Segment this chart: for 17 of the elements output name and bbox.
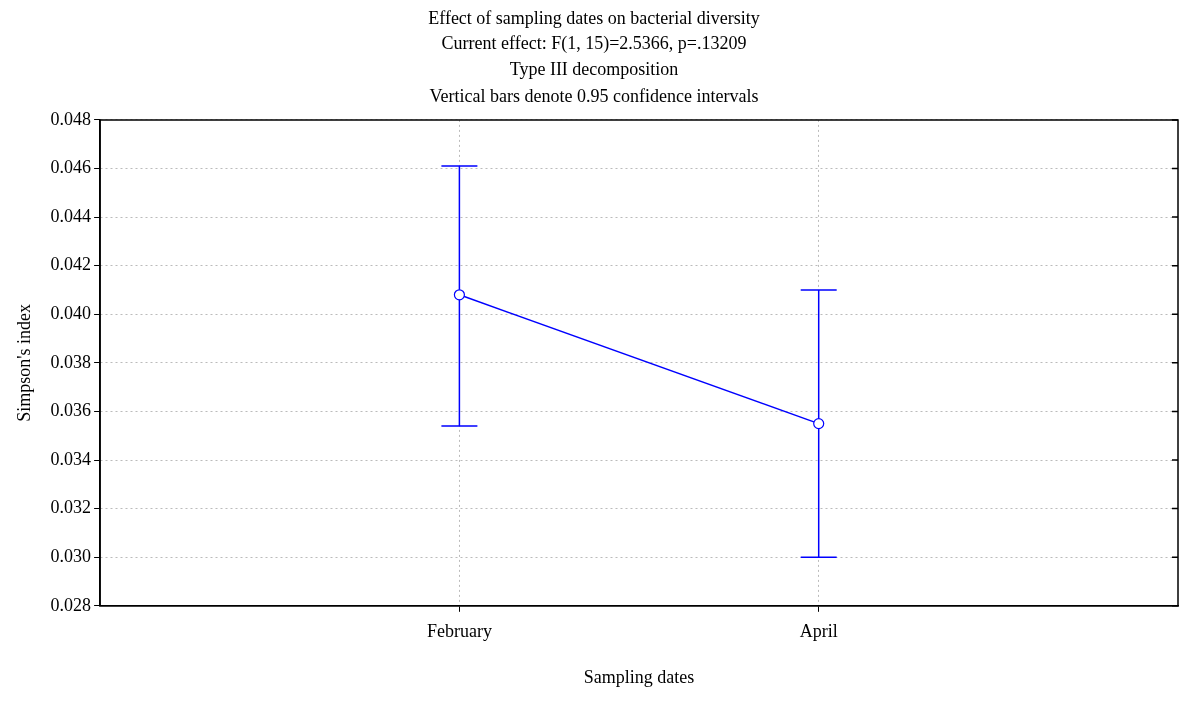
x-axis-title: Sampling dates [583,666,695,687]
x-tick-label: February [426,621,492,642]
y-tick-label: 0.048 [50,108,92,129]
y-tick-label: 0.038 [50,351,92,372]
chart-title: Effect of sampling dates on bacterial diversity [428,7,760,28]
y-tick-label: 0.044 [50,205,92,226]
x-tick-label: April [799,621,838,642]
y-tick-label: 0.046 [50,157,92,178]
y-tick-label: 0.034 [50,448,92,469]
y-tick-label: 0.032 [50,497,92,518]
y-tick-label: 0.040 [50,302,92,323]
y-tick-label: 0.030 [50,545,92,566]
chart-subtitle: Current effect: F(1, 15)=2.5366, p=.13209 Type III decomposition Vertical bars denote 0.95 confidence intervals [429,33,759,106]
y-tick-label: 0.036 [50,400,92,421]
y-axis-title: Simpson's index [13,303,34,422]
y-tick-label: 0.042 [50,254,92,275]
y-tick-label: 0.028 [50,594,92,615]
